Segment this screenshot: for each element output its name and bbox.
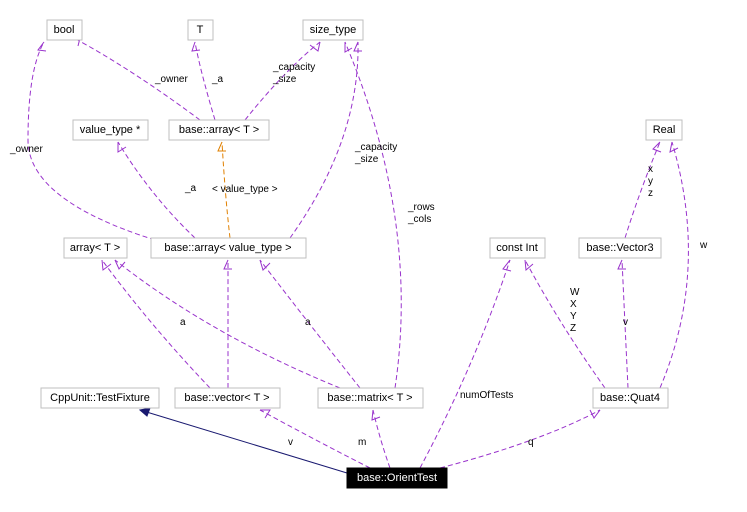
node-Real[interactable]: Real: [646, 120, 682, 140]
edge: [102, 260, 210, 388]
edge-label: X: [570, 299, 577, 310]
arrow: [102, 260, 111, 270]
node-value-type-ptr[interactable]: value_type *: [73, 120, 148, 140]
edge-label: _size: [354, 154, 379, 165]
edge-label: _rows: [407, 202, 435, 213]
svg-text:const Int: const Int: [496, 242, 538, 254]
node-base-array-value-type[interactable]: base::array< value_type >: [151, 238, 306, 258]
node-T[interactable]: T: [188, 20, 213, 40]
svg-text:array< T >: array< T >: [70, 242, 120, 254]
edge-label: _size: [272, 74, 297, 85]
arrow: [372, 410, 380, 420]
edge-label: x: [648, 164, 653, 175]
edge-label: < value_type >: [212, 184, 278, 195]
svg-text:base::array< value_type >: base::array< value_type >: [164, 242, 291, 254]
svg-text:CppUnit::TestFixture: CppUnit::TestFixture: [50, 392, 150, 404]
node-base-vector3[interactable]: base::Vector3: [579, 238, 661, 258]
svg-text:base::Quat4: base::Quat4: [600, 392, 660, 404]
edge-label: q: [528, 437, 534, 448]
svg-text:size_type: size_type: [310, 24, 356, 36]
edge-label: _a: [184, 183, 197, 194]
svg-text:base::matrix< T >: base::matrix< T >: [327, 392, 412, 404]
svg-text:bool: bool: [54, 24, 75, 36]
edge-label: y: [648, 176, 653, 187]
edge: [525, 260, 605, 388]
node-array-T[interactable]: array< T >: [64, 238, 127, 258]
node-cppunit-testfixture[interactable]: CppUnit::TestFixture: [41, 388, 159, 408]
edge: [440, 410, 600, 468]
edge-label: _owner: [9, 144, 43, 155]
arrow: [670, 142, 678, 152]
node-size-type[interactable]: size_type: [303, 20, 363, 40]
edge: [420, 260, 510, 468]
edge: [28, 42, 155, 240]
edge-label: v: [623, 317, 628, 328]
dependency-graph: bool T size_type value_type * base::arra…: [0, 0, 747, 512]
edge-label: a: [305, 317, 311, 328]
edge: [118, 142, 195, 238]
edge-label: _a: [211, 74, 224, 85]
edge-label: _cols: [407, 214, 431, 225]
node-base-array-T[interactable]: base::array< T >: [169, 120, 269, 140]
edge-label: numOfTests: [460, 390, 513, 401]
svg-text:base::Vector3: base::Vector3: [586, 242, 653, 254]
edge-label: Z: [570, 323, 576, 334]
edge-label: _owner: [154, 74, 188, 85]
node-base-orient-test[interactable]: base::OrientTest: [347, 468, 447, 488]
edge: [345, 42, 401, 388]
edge-label: _capacity: [354, 142, 397, 153]
arrow: [525, 260, 533, 270]
edge-label: _capacity: [272, 62, 315, 73]
node-bool[interactable]: bool: [47, 20, 82, 40]
node-const-int[interactable]: const Int: [490, 238, 545, 258]
edge: [260, 410, 370, 468]
arrow: [590, 410, 600, 418]
svg-text:Real: Real: [653, 124, 676, 136]
edge: [660, 142, 688, 388]
svg-text:value_type *: value_type *: [80, 124, 141, 136]
edge-label: W: [570, 287, 580, 298]
svg-text:base::vector< T >: base::vector< T >: [184, 392, 269, 404]
svg-text:T: T: [197, 24, 204, 36]
edge-label: m: [358, 437, 366, 448]
arrow: [140, 408, 150, 416]
edge-label: v: [288, 437, 293, 448]
edge-label: w: [699, 240, 708, 251]
edge: [140, 410, 347, 473]
svg-text:base::OrientTest: base::OrientTest: [357, 472, 437, 484]
node-base-quat4[interactable]: base::Quat4: [593, 388, 668, 408]
svg-text:base::array< T >: base::array< T >: [179, 124, 259, 136]
edge-label: a: [180, 317, 186, 328]
edge-label: z: [648, 188, 653, 199]
node-base-vector-T[interactable]: base::vector< T >: [175, 388, 280, 408]
edge: [625, 142, 660, 238]
edge-label: Y: [570, 311, 577, 322]
node-base-matrix-T[interactable]: base::matrix< T >: [318, 388, 423, 408]
